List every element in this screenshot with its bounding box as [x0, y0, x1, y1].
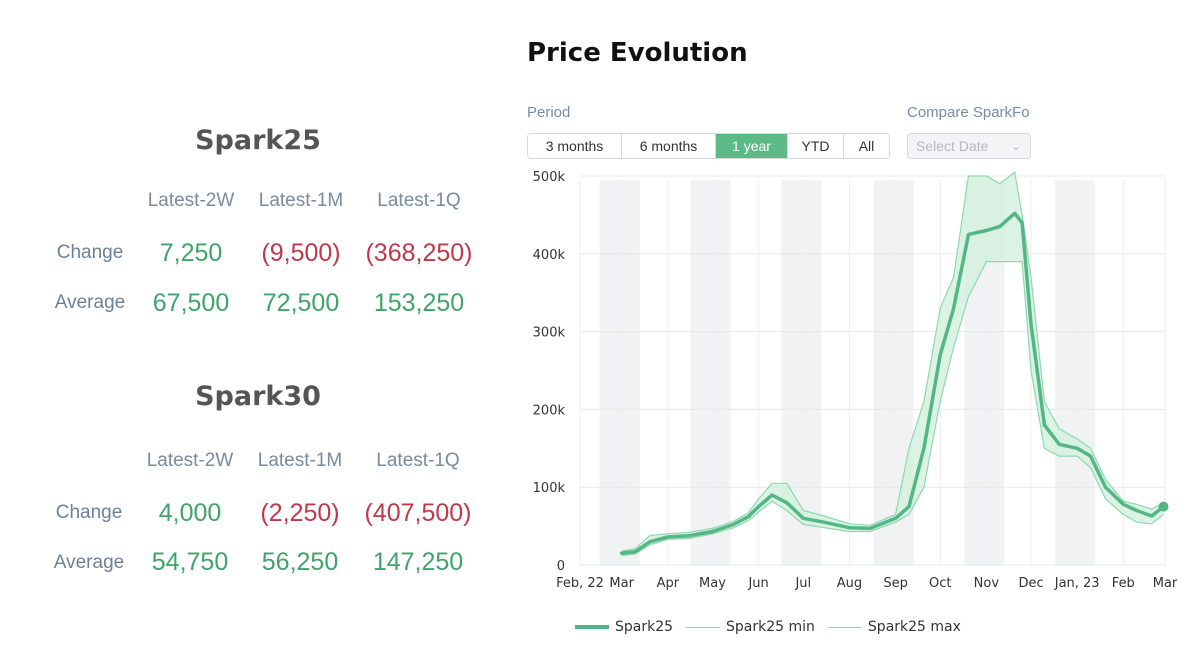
legend-item-spark25-min[interactable]: Spark25 min	[686, 619, 815, 635]
spark25-col-latest-1q: Latest-1Q	[377, 190, 461, 211]
spark30-row-change-label: Change	[55, 502, 123, 523]
y-tick-label: 100k	[533, 481, 566, 496]
period-3-months-button[interactable]: 3 months	[528, 134, 622, 158]
legend-label-spark25-max: Spark25 max	[867, 619, 961, 635]
min-max-band	[621, 172, 1164, 556]
spark25-average-1m: 72,500	[262, 289, 340, 317]
x-tick-label: May	[699, 576, 726, 591]
spark30-row-average-label: Average	[53, 552, 125, 573]
month-band	[1055, 180, 1096, 565]
chevron-down-icon: ⌄	[1010, 139, 1021, 153]
x-tick-label: Feb	[1112, 576, 1135, 591]
series-spark25-max-line	[621, 171, 1164, 552]
series-group	[619, 171, 1169, 557]
spark30-average-2w: 54,750	[151, 548, 229, 576]
compare-date-select[interactable]: Select Date ⌄	[907, 133, 1031, 159]
spark25-col-latest-2w: Latest-2W	[147, 190, 235, 211]
x-tick-label: Oct	[929, 576, 951, 591]
legend-swatch-spark25-min	[686, 626, 721, 628]
spark30-change-2w: 4,000	[158, 499, 222, 527]
period-1-year-button[interactable]: 1 year	[716, 134, 788, 158]
spark30-average-1q: 147,250	[372, 548, 464, 576]
x-tick-label: Mar	[609, 576, 634, 591]
legend-item-spark25-max[interactable]: Spark25 max	[827, 619, 961, 635]
spark25-row-change-label: Change	[56, 242, 124, 263]
spark25-row-average-label: Average	[54, 292, 126, 313]
x-tick-label: Nov	[974, 576, 1000, 591]
spark30-change-1m: (2,250)	[260, 499, 340, 527]
compare-date-placeholder: Select Date	[916, 138, 989, 154]
spark30-title: Spark30	[195, 381, 321, 412]
spark30-change-1q: (407,500)	[364, 499, 472, 527]
price-evolution-chart: 0 100k 200k 300k 400k 500k Feb, 22 Mar Apr May Jun…	[533, 170, 1178, 591]
y-tick-label: 200k	[533, 403, 566, 418]
x-tick-label: Mar	[1153, 576, 1178, 591]
series-spark25-endpoint	[1158, 501, 1169, 512]
legend-label-spark25-min: Spark25 min	[726, 619, 815, 635]
spark30-col-latest-1m: Latest-1M	[257, 450, 343, 471]
compare-label: Compare SparkFo	[907, 104, 1030, 121]
spark30-col-latest-2w: Latest-2W	[146, 450, 234, 471]
y-tick-label: 0	[557, 559, 565, 574]
x-tick-label: Sep	[883, 576, 908, 591]
spark25-change-2w: 7,250	[159, 239, 223, 267]
y-tick-label: 400k	[533, 248, 566, 263]
legend-swatch-spark25-max	[827, 626, 862, 628]
period-ytd-button[interactable]: YTD	[788, 134, 844, 158]
period-all-button[interactable]: All	[844, 134, 889, 158]
legend-item-spark25[interactable]: Spark25	[575, 619, 673, 635]
period-selector: 3 months 6 months 1 year YTD All	[527, 133, 890, 159]
series-spark25-min-line	[621, 261, 1164, 557]
chart-legend: Spark25 Spark25 min Spark25 max	[575, 619, 974, 635]
x-tick-label: Jan, 23	[1054, 576, 1100, 591]
period-6-months-button[interactable]: 6 months	[622, 134, 716, 158]
x-tick-label: Feb, 22	[556, 576, 604, 591]
legend-swatch-spark25	[575, 625, 609, 629]
spark25-change-1m: (9,500)	[261, 239, 341, 267]
period-label: Period	[527, 104, 571, 121]
month-band	[690, 180, 731, 565]
grid-group	[579, 175, 1166, 566]
y-tick-label: 500k	[533, 170, 566, 185]
axis-label-group: 0 100k 200k 300k 400k 500k Feb, 22 Mar Apr May Jun…	[533, 170, 1178, 591]
x-tick-label: Apr	[657, 576, 680, 591]
x-tick-label: Dec	[1018, 576, 1043, 591]
spark25-col-latest-1m: Latest-1M	[258, 190, 344, 211]
series-spark25-line	[619, 211, 1166, 556]
legend-label-spark25: Spark25	[615, 619, 674, 635]
x-tick-label: Aug	[837, 576, 862, 591]
x-tick-label: Jun	[747, 576, 768, 591]
y-tick-label: 300k	[533, 326, 566, 341]
chart-title: Price Evolution	[527, 38, 748, 68]
spark30-average-1m: 56,250	[261, 548, 339, 576]
spark25-average-2w: 67,500	[152, 289, 230, 317]
spark25-average-1q: 153,250	[373, 289, 465, 317]
spark30-col-latest-1q: Latest-1Q	[376, 450, 460, 471]
spark25-change-1q: (368,250)	[365, 239, 473, 267]
x-tick-label: Jul	[794, 576, 811, 591]
month-band	[599, 180, 640, 565]
spark25-title: Spark25	[195, 125, 321, 156]
